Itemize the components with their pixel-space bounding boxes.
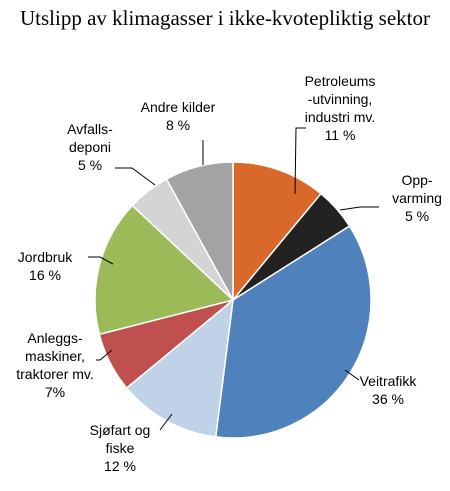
- pie-slice-0: [232, 161, 323, 303]
- slice-percent-label: 36 %: [372, 391, 404, 407]
- pie-slice-5: [94, 204, 235, 336]
- chart-title: Utslipp av klimagasser i ikke-kvoteplikt…: [19, 6, 430, 30]
- leader-line-5: [88, 256, 114, 265]
- slice-name-label: Andre kilder: [141, 99, 216, 115]
- slice-name-label: maskiner,: [25, 348, 85, 364]
- leader-line-4: [96, 349, 113, 361]
- leader-line-3: [159, 413, 173, 431]
- slice-label-3: Sjøfart og fiske 12 %: [90, 422, 151, 474]
- pie-slice-7: [165, 161, 234, 301]
- slice-name-label: Jordbruk: [18, 249, 73, 265]
- slice-label-7: Andre kilder 8 %: [141, 99, 216, 133]
- slice-percent-label: 11 %: [325, 127, 356, 143]
- slice-name-label: Petroleums: [305, 73, 376, 89]
- slice-name-label: traktorer mv.: [16, 366, 94, 382]
- slice-name-label: Avfalls-: [67, 121, 113, 137]
- slice-label-0: Petroleums -utvinning, industri mv. 11 %: [305, 73, 376, 143]
- slice-name-label: deponi: [69, 139, 111, 155]
- slice-name-label: Sjøfart og: [90, 422, 151, 438]
- slice-percent-label: 12 %: [104, 458, 136, 474]
- pie-slice-2: [214, 225, 372, 439]
- slice-name-label: fiske: [106, 440, 135, 456]
- slice-percent-label: 5 %: [78, 157, 102, 173]
- slice-name-label: varming: [392, 190, 442, 206]
- slice-percent-label: 5 %: [405, 208, 429, 224]
- slice-name-label: Opp-: [401, 172, 432, 188]
- slice-label-5: Jordbruk 16 %: [18, 249, 73, 283]
- slice-label-2: Veitrafikk 36 %: [360, 373, 418, 407]
- leader-line-0: [294, 127, 306, 195]
- leader-line-2: [344, 369, 360, 381]
- slice-percent-label: 8 %: [166, 117, 190, 133]
- slice-name-label: Veitrafikk: [360, 373, 418, 389]
- slice-name-label: -utvinning,: [308, 91, 373, 107]
- slice-name-label: Anleggs-: [27, 330, 83, 346]
- slice-percent-label: 16 %: [29, 267, 61, 283]
- slice-percent-label: 7%: [45, 384, 65, 400]
- slice-label-1: Opp-varming 5 %: [392, 172, 442, 224]
- slice-label-6: Avfalls-deponi 5 %: [67, 121, 113, 173]
- leader-line-6: [115, 167, 156, 186]
- slice-name-label: industri mv.: [305, 109, 376, 125]
- leader-line-1: [339, 206, 379, 211]
- slice-label-4: Anleggs-maskiner, traktorer mv. 7%: [16, 330, 94, 400]
